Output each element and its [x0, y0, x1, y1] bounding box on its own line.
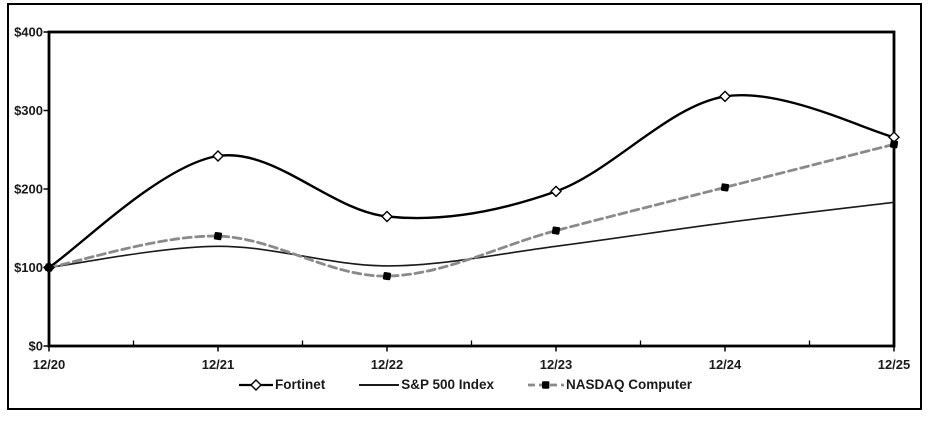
legend-label-sp500: S&P 500 Index: [401, 377, 495, 392]
sp500-line-icon: [359, 383, 400, 386]
series-markers: [43, 90, 900, 281]
y-tick-label: $200: [14, 182, 43, 197]
series-line-fortinet: [47, 94, 896, 269]
plot-area-border: [47, 30, 896, 348]
x-tick-label: 12/21: [202, 357, 235, 372]
y-tick-label: $0: [29, 339, 43, 354]
data-point-nasdaq-computer: [720, 183, 730, 192]
y-tick-label: $100: [14, 260, 43, 275]
fortinet-line-marker-icon: [238, 378, 273, 391]
data-point-fortinet: [719, 90, 731, 103]
chart-legend: Fortinet S&P 500 Index NASDAQ Computer: [7, 377, 924, 392]
x-tick-label: 12/20: [33, 357, 66, 372]
x-tick-label: 12/25: [878, 357, 911, 372]
axis-ticks: [43, 31, 895, 352]
nasdaq-dashed-marker-icon: [528, 380, 565, 389]
legend-label-fortinet: Fortinet: [274, 377, 326, 392]
x-tick-label: 12/24: [709, 357, 742, 372]
data-point-nasdaq-computer: [889, 140, 899, 149]
x-tick-label: 12/23: [540, 357, 573, 372]
legend-item-sp500: S&P 500 Index: [359, 377, 494, 392]
x-axis-labels: 12/20 12/21 12/22 12/23 12/24 12/25: [33, 357, 911, 372]
series-line-nasdaq-computer: [47, 142, 896, 278]
data-point-nasdaq-computer: [44, 263, 54, 272]
legend-item-fortinet: Fortinet: [238, 377, 326, 392]
x-tick-label: 12/22: [371, 357, 404, 372]
y-axis-labels: $0 $100 $200 $300 $400: [14, 25, 43, 354]
data-point-nasdaq-computer: [551, 226, 561, 235]
legend-item-nasdaq-computer: NASDAQ Computer: [528, 377, 692, 392]
data-point-fortinet: [381, 210, 393, 223]
data-point-nasdaq-computer: [213, 231, 223, 241]
legend-label-nasdaq-computer: NASDAQ Computer: [566, 377, 693, 392]
data-point-fortinet: [212, 150, 224, 163]
data-point-fortinet: [550, 185, 562, 198]
chart-outer-border: [7, 3, 922, 410]
y-tick-label: $400: [14, 25, 43, 40]
series-lines: [47, 94, 896, 278]
y-tick-label: $300: [14, 103, 43, 118]
data-point-nasdaq-computer: [382, 272, 392, 281]
